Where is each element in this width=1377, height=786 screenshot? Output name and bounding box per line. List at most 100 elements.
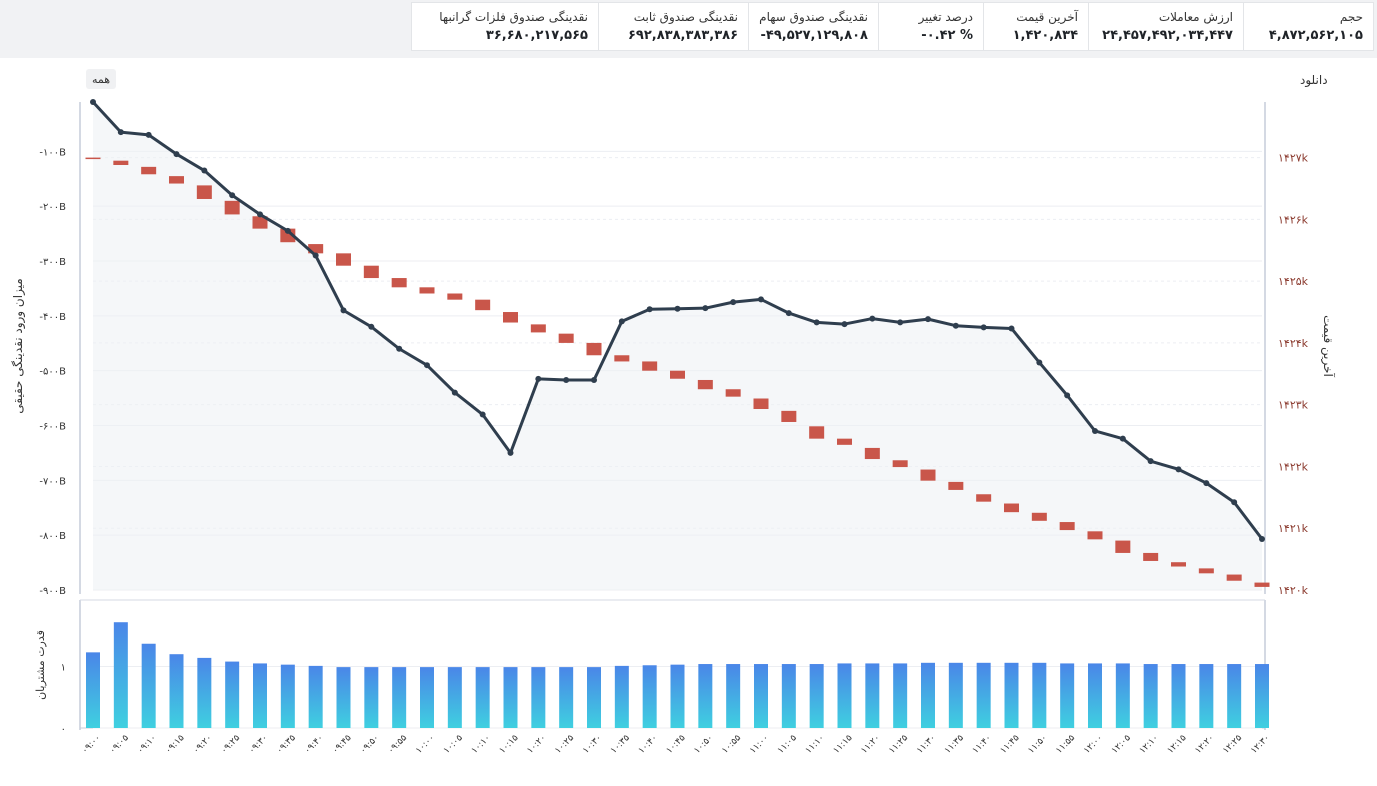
- x-tick-label: ۱۰:۴۰: [637, 733, 660, 756]
- buyer-power-bar: [893, 663, 908, 728]
- liquidity-point: [1203, 480, 1210, 487]
- liquidity-point: [117, 129, 124, 136]
- liquidity-point: [925, 316, 931, 323]
- right-tick-label: ۱۴۲۶k: [1278, 213, 1309, 226]
- price-candle: [1004, 503, 1019, 513]
- liquidity-point: [257, 211, 263, 218]
- price-candle: [1087, 531, 1103, 540]
- price-candle: [85, 157, 101, 160]
- buyer-power-bar: [754, 664, 768, 728]
- x-tick-label: ۱۱:۳۰: [915, 733, 938, 756]
- price-candle: [363, 265, 379, 279]
- liquidity-point: [535, 375, 542, 382]
- buyer-power-bar: [1199, 664, 1214, 728]
- buyer-power-bar: [809, 664, 824, 728]
- x-tick-label: ۱۱:۰۰: [748, 733, 771, 756]
- price-candle: [169, 176, 184, 184]
- liquidity-point: [897, 319, 904, 326]
- stat-value: -۴۹,۵۲۷,۱۲۹,۸۰۸: [760, 28, 869, 43]
- left-tick-label: -۴۰۰B: [39, 312, 66, 323]
- liquidity-point: [785, 310, 792, 317]
- buyer-power-bar: [336, 667, 351, 728]
- buyer-power-bar: [1060, 663, 1075, 728]
- buyer-power-bar: [447, 667, 462, 728]
- buyer-power-bar: [921, 662, 935, 728]
- buyer-power-bar: [1227, 664, 1242, 728]
- x-tick-label: ۱۰:۲۵: [553, 733, 576, 756]
- bottom-axis-title: قدرت مشتریان: [34, 630, 47, 700]
- liquidity-point: [563, 376, 570, 383]
- x-tick-label: ۰۹:۵۰: [358, 733, 381, 756]
- left-tick-label: -۷۰۰B: [39, 476, 66, 487]
- price-candle: [308, 244, 324, 254]
- x-tick-label: ۱۲:۰۰: [1082, 733, 1105, 756]
- buyer-power-bar: [837, 663, 852, 728]
- buyer-power-bar: [141, 643, 156, 728]
- x-tick-label: ۱۱:۲۰: [859, 733, 882, 756]
- buyer-power-bar: [559, 667, 574, 728]
- stat-label: نقدینگی صندوق فلزات گرانبها: [439, 10, 588, 24]
- buyer-power-bar: [1171, 664, 1186, 728]
- liquidity-point: [507, 449, 514, 456]
- x-tick-label: ۱۱:۵۰: [1026, 733, 1049, 756]
- price-candle: [976, 494, 992, 502]
- x-tick-label: ۱۰:۱۰: [470, 733, 493, 756]
- price-candle: [892, 460, 908, 468]
- price-candle: [1059, 522, 1075, 531]
- left-tick-label: -۶۰۰B: [39, 422, 66, 433]
- right-tick-label: ۱۴۲۲k: [1278, 460, 1309, 473]
- price-candle: [614, 355, 630, 362]
- x-tick-label: ۰۹:۳۵: [275, 733, 298, 756]
- liquidity-point: [591, 376, 597, 383]
- price-candle: [558, 333, 574, 343]
- buyer-power-bar: [1255, 664, 1269, 728]
- buyer-power-bar: [587, 667, 601, 728]
- buyer-power-bar: [865, 663, 880, 728]
- liquidity-point: [1259, 536, 1265, 543]
- x-tick-label: ۰۹:۱۵: [164, 733, 187, 756]
- liquidity-point: [145, 131, 152, 138]
- price-candle: [196, 185, 212, 199]
- stat-value: ۴,۸۷۲,۵۶۲,۱۰۵: [1268, 28, 1363, 43]
- x-tick-label: ۱۱:۴۰: [971, 733, 994, 756]
- price-candle: [864, 447, 880, 460]
- x-tick-label: ۱۲:۲۰: [1193, 733, 1216, 756]
- price-candle: [252, 216, 268, 229]
- price-candle: [586, 342, 602, 356]
- buyer-power-bar: [253, 663, 267, 728]
- left-tick-label: -۵۰۰B: [39, 367, 66, 378]
- liquidity-point: [1231, 499, 1238, 506]
- stat-label: نقدینگی صندوق ثابت: [633, 10, 738, 24]
- liquidity-point: [479, 411, 486, 418]
- buyer-power-bar: [225, 661, 240, 728]
- x-tick-label: ۱۰:۰۰: [414, 733, 437, 756]
- buyer-power-bar: [670, 664, 685, 728]
- liquidity-point: [1147, 458, 1154, 465]
- liquidity-point: [674, 305, 681, 312]
- buyer-power-bar: [531, 667, 546, 728]
- price-candle: [503, 312, 518, 323]
- range-all-button[interactable]: همه: [86, 69, 116, 89]
- x-tick-label: ۱۲:۲۵: [1221, 733, 1244, 756]
- right-tick-label: ۱۴۲۴k: [1278, 337, 1309, 350]
- buyer-power-bar: [1143, 664, 1158, 728]
- x-tick-label: ۰۹:۵۵: [386, 733, 409, 756]
- buyer-power-bar: [781, 664, 796, 728]
- left-axis-title: میزان ورود نقدینگی حقیقی: [11, 278, 26, 413]
- x-tick-label: ۱۲:۳۰: [1249, 733, 1272, 756]
- right-tick-label: ۱۴۲۵k: [1278, 275, 1309, 288]
- liquidity-point: [284, 227, 291, 234]
- stats-bar: حجم ۴,۸۷۲,۵۶۲,۱۰۵ ارزش معاملات ۲۴,۴۵۷,۴۹…: [411, 2, 1374, 51]
- x-tick-label: ۰۹:۴۵: [331, 733, 354, 756]
- liquidity-point: [229, 192, 236, 199]
- price-candle: [809, 426, 825, 439]
- stat-value: -۰.۴۲ %: [921, 28, 973, 43]
- price-candle: [336, 253, 351, 266]
- buyer-power-bar: [614, 665, 629, 728]
- liquidity-point: [201, 167, 208, 174]
- liquidity-point: [702, 305, 709, 312]
- x-tick-label: ۰۹:۲۵: [219, 733, 242, 756]
- download-button[interactable]: دانلود: [1300, 73, 1328, 87]
- stat-trade-value: ارزش معاملات ۲۴,۴۵۷,۴۹۲,۰۳۴,۴۴۷: [1088, 3, 1243, 50]
- price-candle: [419, 287, 435, 294]
